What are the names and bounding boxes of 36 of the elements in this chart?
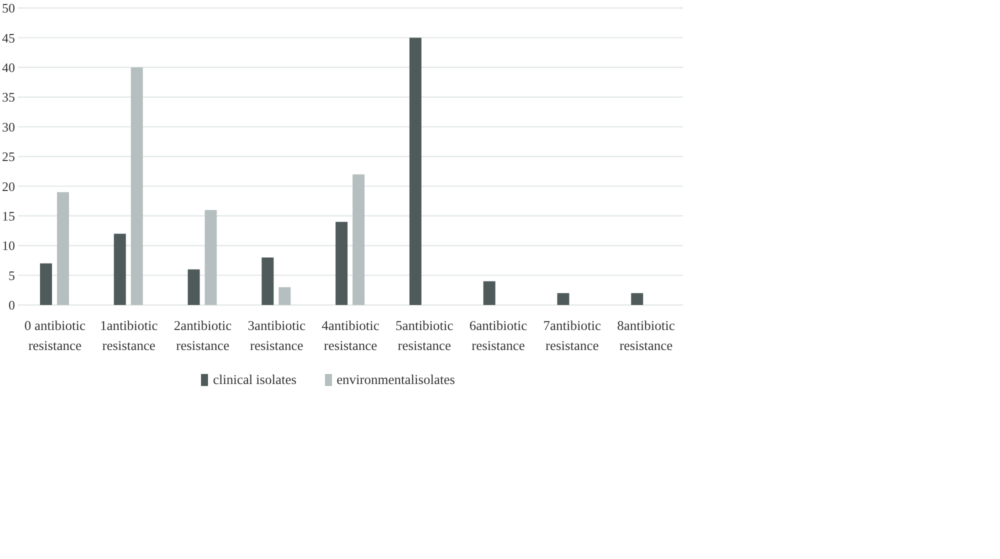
bar (352, 174, 365, 305)
x-tick-label: 5antibiotic resistance (396, 318, 454, 353)
y-tick-label: 40 (2, 60, 15, 76)
x-tick-label: 7antibiotic resistance (543, 318, 602, 353)
bar (336, 222, 348, 305)
bar (204, 210, 217, 305)
y-tick-label: 0 (8, 298, 15, 313)
y-tick-label: 20 (2, 178, 15, 194)
bar (483, 281, 496, 305)
x-tick-label: 3antibiotic resistance (248, 318, 306, 353)
bar (40, 263, 52, 305)
y-tick-label: 5 (8, 268, 15, 283)
legend-label: environmentalisolates (336, 372, 456, 388)
bar (631, 293, 644, 305)
bar (57, 192, 69, 305)
y-tick-label: 10 (2, 238, 15, 254)
y-tick-label: 15 (2, 208, 15, 224)
bar (262, 257, 274, 305)
x-tick-label: 2antibiotic resistance (174, 318, 232, 353)
x-tick-label: 0 antibiotic resistance (24, 318, 86, 353)
y-tick-label: 25 (2, 149, 15, 164)
bar (409, 38, 422, 305)
x-tick-label: 6antibiotic resistance (469, 318, 528, 353)
bar (557, 293, 570, 305)
x-tick-label: 8antibiotic resistance (617, 318, 675, 353)
y-tick-label: 50 (2, 0, 15, 16)
y-tick-label: 45 (2, 30, 15, 46)
x-tick-label: 4antibiotic resistance (322, 318, 380, 353)
legend-label: clinical isolates (212, 372, 297, 388)
y-tick-label: 35 (2, 90, 15, 105)
bar (130, 67, 143, 305)
bar (188, 269, 200, 305)
bar (278, 287, 291, 305)
x-tick-label: 1antibiotic resistance (100, 318, 158, 353)
bar (114, 234, 126, 305)
y-tick-label: 30 (2, 119, 15, 134)
